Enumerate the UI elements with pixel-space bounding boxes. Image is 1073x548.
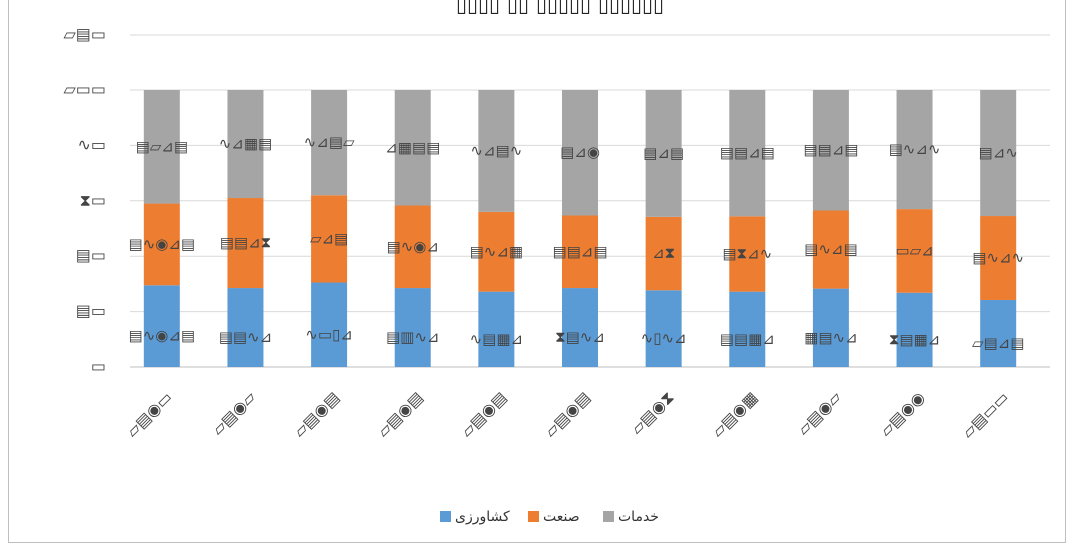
- bar-segment: [478, 90, 515, 212]
- data-label: ▤∿⊿∿: [972, 249, 1024, 267]
- legend-label-agriculture: کشاورزی: [455, 509, 510, 525]
- bar-segment: [645, 216, 682, 291]
- bar-segment: [812, 210, 849, 289]
- bar-segment: [812, 90, 849, 211]
- legend-label-services: خدمات: [618, 509, 659, 525]
- bar-segment: [227, 198, 264, 289]
- data-label: ▤∿◉⊿: [387, 237, 439, 255]
- chart-title: ▯▯▯▯ ▯▯ ▯▯▯▯▯ ▯▯▯▯▯▯: [456, 0, 664, 17]
- x-tick-label: ▱▤◉▱: [208, 387, 260, 439]
- legend-swatch-agriculture: [440, 511, 451, 522]
- bar-segment: [143, 285, 180, 367]
- bar-segment: [394, 288, 431, 367]
- data-label: ∿⊿▤∿: [470, 141, 522, 159]
- data-label: ▤∿⊿▦: [470, 242, 523, 260]
- y-tick-label: ▱▤▭: [63, 25, 106, 44]
- x-tick-label: ▱▤◉▤: [541, 388, 594, 441]
- y-tick-label: ▭: [91, 357, 106, 376]
- data-label: ⊿⧗: [652, 244, 675, 262]
- bar-segment: [980, 90, 1017, 217]
- y-tick-label: ▤▭: [76, 301, 106, 320]
- data-label: ▭▱⊿: [895, 241, 933, 259]
- bar-segment: [478, 291, 515, 367]
- bar-segment: [896, 90, 933, 210]
- x-tick-label: ▱▤◉▱: [794, 387, 846, 439]
- bar-segment: [980, 299, 1017, 367]
- bar-segment: [394, 90, 431, 206]
- data-label: ▤⊿▤: [643, 144, 684, 162]
- bar-segment: [896, 292, 933, 367]
- y-tick-label: ▱▭▭: [63, 80, 106, 99]
- x-tick-label: ▱▤◉▦: [708, 388, 761, 441]
- data-label: ▤⊿◉: [560, 143, 600, 161]
- bar-segment: [645, 290, 682, 367]
- data-label: ▤▤⊿▤: [803, 141, 858, 159]
- data-label: ∿⊿▦▤: [219, 135, 272, 153]
- legend: کشاورزی صنعت خدمات: [440, 509, 659, 525]
- x-tick-label: ▱▤◉▤: [457, 388, 510, 441]
- data-label: ⧗▤∿⊿: [555, 328, 605, 346]
- x-tick-label: ▱▤◉▤: [373, 388, 426, 441]
- bar-segment: [478, 211, 515, 292]
- data-label: ∿▯∿⊿: [641, 329, 687, 347]
- bar-segment: [729, 291, 766, 367]
- data-label: ▤∿⊿∿: [889, 140, 941, 158]
- data-label: ▤∿◉⊿▤: [129, 327, 196, 345]
- x-tick-label: ▱▤◉⧗: [627, 388, 678, 439]
- data-label: ▱⊿▤: [310, 229, 348, 247]
- legend-swatch-services: [603, 511, 614, 522]
- bar-segment: [311, 195, 348, 283]
- bar-segment: [729, 216, 766, 292]
- data-label: ▤⧗⊿∿: [722, 244, 772, 262]
- bar-segment: [227, 90, 264, 199]
- data-label: ∿⊿▤▱: [304, 133, 355, 151]
- bar-segment: [227, 288, 264, 367]
- data-label: ▤∿⊿▤: [804, 240, 857, 258]
- bar-segment: [311, 90, 348, 196]
- data-label: ▤▱⊿▤: [136, 137, 188, 155]
- bar-segment: [143, 90, 180, 204]
- data-label: ▦▤∿⊿: [804, 328, 857, 346]
- x-tick-label: ▱▤◉◉: [876, 388, 929, 441]
- bar-segment: [645, 90, 682, 217]
- data-label: ▤⊿∿: [979, 144, 1018, 162]
- data-label: ⊿▦▤▤: [385, 138, 440, 156]
- data-label: ∿▭▯⊿: [305, 325, 353, 343]
- bar-segment: [311, 282, 348, 367]
- bar-segment: [729, 90, 766, 217]
- y-tick-label: ⧗▭: [80, 190, 106, 209]
- data-labels: ▤∿◉⊿▤ ▤∿◉⊿▤ ▤▱⊿▤ ▤▤∿⊿ ▤▤⊿⧗ ∿⊿▦▤ ∿▭▯⊿ ▱⊿▤ ∿⊿▤▱ ▤▥∿…: [129, 133, 1025, 352]
- x-tick-label: ▱▤▭▭: [958, 388, 1012, 442]
- y-axis-tick-labels: ▭ ▤▭ ▤▭ ⧗▭ ∿▭ ▱▭▭ ▱▤▭: [63, 25, 106, 376]
- chart-frame: [8, 0, 1066, 543]
- data-label: ▱▤⊿▤: [972, 334, 1024, 352]
- data-label: ▤∿◉⊿▤: [129, 235, 196, 253]
- data-label: ▤▤▦⊿: [720, 330, 775, 348]
- data-label: ▤▤⊿⧗: [220, 234, 271, 252]
- legend-swatch-industry: [528, 511, 539, 522]
- legend-label-industry: صنعت: [543, 509, 580, 525]
- data-label: ▤▥∿⊿: [386, 328, 439, 346]
- bar-segment: [562, 215, 598, 289]
- data-label: ▤▤∿⊿: [219, 328, 272, 346]
- bar-segment: [896, 209, 933, 293]
- x-tick-label: ▱▤◉▭: [122, 388, 175, 441]
- y-tick-label: ∿▭: [77, 135, 106, 154]
- bar-segment: [143, 203, 180, 286]
- x-tick-label: ▱▤◉▤: [290, 388, 343, 441]
- data-label: ▤▤⊿▤: [552, 242, 607, 260]
- data-label: ▤▤⊿▤: [720, 144, 775, 162]
- data-label: ⧗▤▦⊿: [889, 330, 940, 348]
- bar-segment: [980, 216, 1017, 300]
- bar-segment: [812, 288, 849, 367]
- bar-segment: [562, 90, 598, 216]
- x-axis-tick-labels: ▱▤◉▭ ▱▤◉▱ ▱▤◉▤ ▱▤◉▤ ▱▤◉▤ ▱▤◉▤ ▱▤◉⧗ ▱▤◉▦ ▱▤◉▱ ▱▤◉◉…: [122, 387, 1012, 442]
- bar-segment: [562, 288, 598, 367]
- bar-segment: [394, 205, 431, 289]
- data-label: ∿▤▦⊿: [470, 330, 523, 348]
- bars: [143, 90, 1017, 367]
- y-tick-label: ▤▭: [76, 246, 106, 265]
